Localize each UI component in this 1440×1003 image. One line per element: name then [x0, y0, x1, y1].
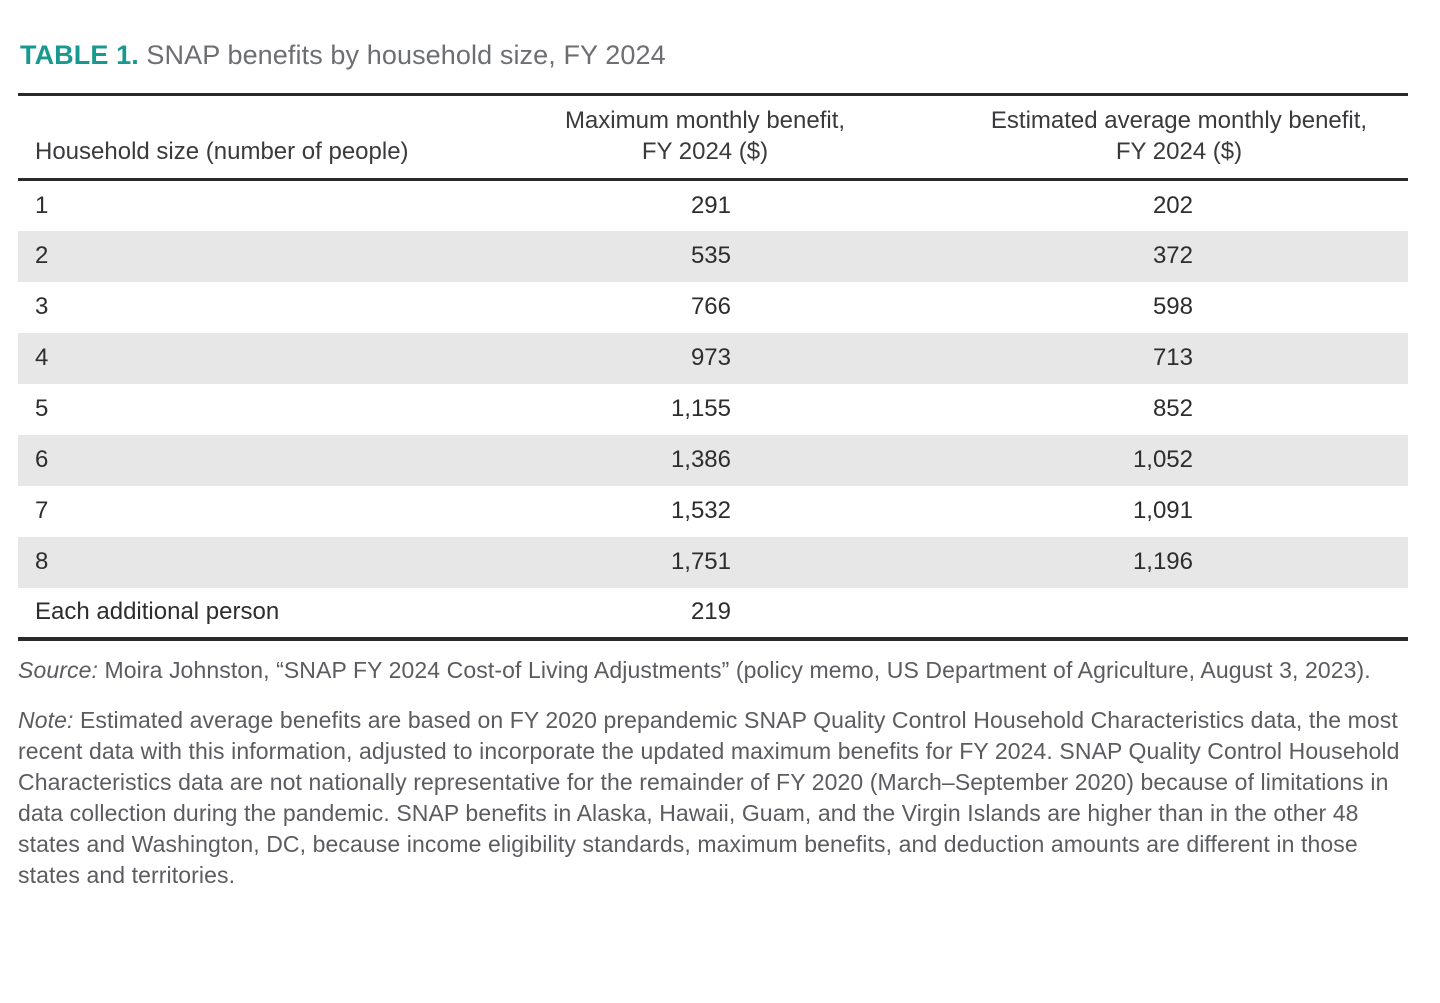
- max-benefit-cell: 291: [690, 191, 731, 219]
- table-row: Each additional person 219: [18, 588, 1408, 639]
- avg-benefit-cell: [950, 588, 1408, 639]
- table-number-label: TABLE 1.: [20, 40, 139, 70]
- table-body: 1 291 202 2 535 372 3 766 598 4 973 7 1 3 …: [18, 180, 1408, 639]
- household-size-cell: 6: [35, 446, 49, 473]
- header-maximum-benefit: Maximum monthly benefit, FY 2024 ($): [564, 107, 846, 165]
- avg-benefit-cell: 852: [1152, 395, 1193, 422]
- max-benefit-cell: 1,751: [670, 548, 731, 575]
- max-benefit-cell: 766: [690, 293, 731, 320]
- avg-benefit-cell: 372: [1152, 242, 1193, 269]
- household-size-cell: 3: [35, 293, 49, 320]
- table-row: 2 535 372: [18, 230, 1408, 282]
- household-size-cell: 8: [35, 548, 49, 575]
- avg-benefit-cell: 1,196: [1132, 548, 1193, 575]
- max-benefit-cell: 973: [690, 344, 731, 371]
- household-size-cell: 5: [35, 395, 49, 422]
- note-label: Note:: [18, 706, 74, 733]
- table-row: 6 1,386 1,052: [18, 434, 1408, 486]
- table-title: TABLE 1. SNAP benefits by household size…: [20, 40, 1408, 70]
- table-row: 5 1,155 852: [18, 384, 1408, 435]
- max-benefit-cell: 1,155: [670, 395, 731, 422]
- source-text: Moira Johnston, “SNAP FY 2024 Cost-of Li…: [97, 656, 1371, 683]
- avg-benefit-cell: 713: [1152, 344, 1193, 371]
- table-row: 3 766 598: [18, 282, 1408, 333]
- note-text: Estimated average benefits are based on …: [18, 706, 1400, 888]
- table-row: 8 1,751 1,196: [18, 536, 1408, 588]
- header-row: Household size (number of people) Maximu…: [18, 95, 1408, 180]
- max-benefit-cell: 1,386: [670, 446, 731, 473]
- household-size-cell: Each additional person: [35, 598, 280, 625]
- header-average-benefit: Estimated average monthly benefit, FY 20…: [990, 107, 1368, 165]
- snap-benefits-table: Household size (number of people) Maximu…: [18, 93, 1408, 641]
- table-row: 4 973 713: [18, 332, 1408, 384]
- methodology-note: Note: Estimated average benefits are bas…: [18, 705, 1410, 891]
- table-header: Household size (number of people) Maximu…: [18, 95, 1408, 180]
- avg-benefit-cell: 1,091: [1132, 497, 1193, 524]
- table-row: 7 1,532 1,091: [18, 486, 1408, 537]
- max-benefit-cell: 219: [690, 598, 731, 625]
- source-label: Source:: [18, 656, 98, 683]
- avg-benefit-cell: 1,052: [1132, 446, 1193, 473]
- household-size-cell: 2: [35, 242, 49, 269]
- household-size-cell: 7: [35, 497, 49, 524]
- max-benefit-cell: 535: [690, 242, 731, 269]
- household-size-cell: 4: [35, 344, 49, 371]
- max-benefit-cell: 1,532: [670, 497, 731, 524]
- avg-benefit-cell: 598: [1152, 293, 1193, 320]
- avg-benefit-cell: 202: [1152, 191, 1193, 219]
- header-household-size: Household size (number of people): [35, 138, 409, 165]
- household-size-cell: 1: [35, 191, 49, 219]
- page-title: SNAP benefits by household size, FY 2024: [138, 40, 666, 70]
- source-note: Source: Moira Johnston, “SNAP FY 2024 Co…: [18, 655, 1410, 686]
- table-row: 1 291 202: [18, 180, 1408, 231]
